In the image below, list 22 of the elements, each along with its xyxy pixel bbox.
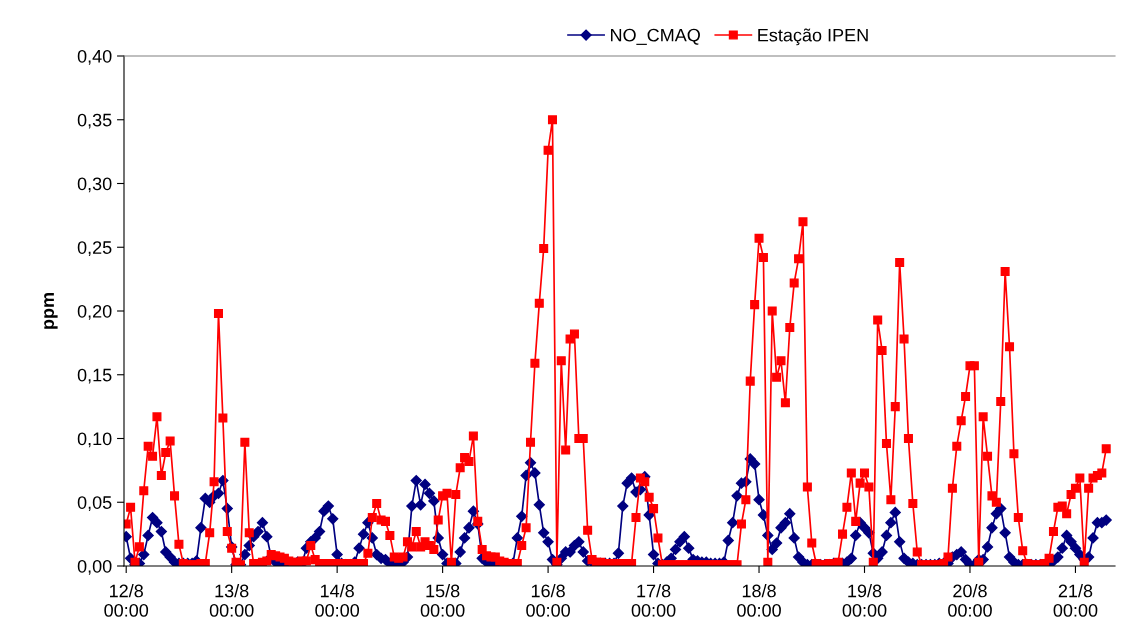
x-tick-label: 13/8 00:00 <box>209 584 254 617</box>
x-tick-label: 15/8 00:00 <box>420 584 465 617</box>
legend-label: Estação IPEN <box>758 28 868 46</box>
y-tick-label: 0,40 <box>77 49 112 65</box>
x-tick-label: 16/8 00:00 <box>526 584 570 617</box>
x-tick-label: 17/8 00:00 <box>631 584 676 617</box>
y-tick-label: 0,30 <box>77 177 112 193</box>
y-tick-label: 0,25 <box>77 241 112 257</box>
x-tick-label: 20/8 00:00 <box>948 584 992 617</box>
x-tick-label: 21/8 00:00 <box>1053 584 1098 617</box>
y-tick-label: 0,10 <box>77 432 112 448</box>
y-tick-label: 0,05 <box>77 496 112 512</box>
x-tick-label: 12/8 00:00 <box>104 584 149 617</box>
y-tick-label: 0,20 <box>77 304 112 320</box>
y-tick-label: 0,35 <box>77 113 112 129</box>
y-tick-label: 0,00 <box>77 559 112 575</box>
x-tick-label: 18/8 00:00 <box>737 584 781 617</box>
x-tick-label: 14/8 00:00 <box>315 584 360 617</box>
y-axis-title: ppm <box>44 293 58 329</box>
y-tick-label: 0,15 <box>77 368 112 384</box>
x-tick-label: 19/8 00:00 <box>842 584 887 617</box>
legend-label: NO_CMAQ <box>611 28 700 45</box>
